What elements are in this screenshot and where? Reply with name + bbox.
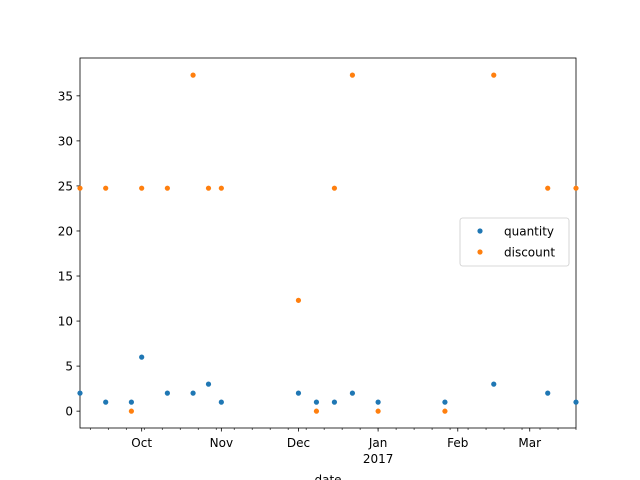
y-tick-label: 0: [65, 405, 73, 419]
data-point-discount: [295, 297, 302, 303]
x-tick-label: Oct: [131, 436, 152, 450]
x-tick-label: Mar: [518, 436, 541, 450]
x-tick-label: Feb: [447, 436, 468, 450]
y-tick-label: 25: [58, 179, 73, 193]
y-tick-label: 30: [58, 134, 73, 148]
data-point-discount: [442, 408, 448, 414]
data-point-quantity: [139, 354, 145, 360]
data-point-quantity: [545, 390, 551, 396]
data-point-discount: [205, 185, 212, 191]
x-tick-label: Nov: [210, 436, 233, 450]
data-point-discount: [545, 185, 551, 191]
y-tick-label: 5: [65, 360, 73, 374]
data-point-discount: [139, 185, 145, 191]
data-point-quantity: [442, 399, 448, 405]
y-tick-label: 35: [58, 89, 73, 103]
data-point-quantity: [164, 390, 170, 396]
legend-marker-discount: [477, 249, 483, 255]
legend-label: quantity: [504, 225, 554, 239]
data-point-discount: [218, 185, 224, 191]
y-tick-label: 15: [58, 270, 73, 284]
data-point-discount: [103, 185, 109, 191]
data-point-quantity: [313, 399, 320, 405]
data-point-quantity: [573, 399, 579, 405]
data-point-discount: [573, 185, 579, 191]
axes-frame: [79, 57, 577, 429]
data-point-discount: [77, 185, 83, 191]
data-point-discount: [190, 72, 196, 78]
data-point-discount: [375, 408, 381, 414]
data-point-quantity: [205, 381, 212, 387]
legend-marker-quantity: [477, 228, 483, 234]
data-point-discount: [491, 72, 497, 78]
plot-area: 0 5 10 15 20 25 30 35 Oct Nov Dec Jan 2017 Feb Mar date…: [58, 57, 579, 480]
legend-label: discount: [504, 246, 555, 260]
data-point-quantity: [491, 381, 497, 387]
data-point-discount: [331, 185, 338, 191]
data-point-quantity: [128, 399, 134, 405]
legend-box: [459, 217, 570, 267]
data-point-discount: [313, 408, 320, 414]
y-tick-label: 10: [58, 315, 73, 329]
data-point-quantity: [77, 390, 83, 396]
data-point-quantity: [295, 390, 302, 396]
data-point-quantity: [349, 390, 356, 396]
data-point-quantity: [331, 399, 338, 405]
data-point-quantity: [375, 399, 381, 405]
data-point-discount: [164, 185, 170, 191]
data-point-quantity: [103, 399, 109, 405]
x-tick-label: Dec: [287, 436, 310, 450]
x-axis-title: date: [314, 473, 341, 480]
y-tick-label: 20: [58, 224, 73, 238]
data-point-quantity: [218, 399, 224, 405]
x-tick-label: Jan: [368, 436, 388, 450]
data-point-discount: [128, 408, 134, 414]
data-point-discount: [349, 72, 356, 78]
data-point-quantity: [190, 390, 196, 396]
x-tick-year-label: 2017: [363, 452, 394, 466]
